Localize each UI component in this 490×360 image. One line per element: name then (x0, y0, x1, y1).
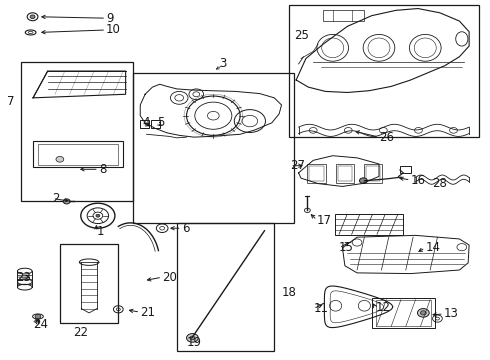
Text: 8: 8 (99, 163, 106, 176)
Bar (364, 164, 382, 183)
Bar (309, 166, 324, 181)
Circle shape (360, 178, 368, 184)
Text: 13: 13 (444, 307, 459, 320)
Bar (60, 244, 118, 323)
Text: 27: 27 (290, 159, 305, 172)
Text: 20: 20 (162, 271, 177, 284)
Text: 19: 19 (187, 336, 201, 349)
Bar (372, 298, 435, 328)
Bar (323, 10, 365, 21)
Text: 9: 9 (106, 12, 114, 25)
Bar (400, 166, 411, 173)
Text: 10: 10 (106, 23, 121, 36)
Text: 28: 28 (433, 177, 447, 190)
Circle shape (187, 334, 198, 342)
Text: 11: 11 (313, 302, 328, 315)
Circle shape (420, 311, 426, 315)
Text: 25: 25 (294, 29, 309, 42)
Circle shape (30, 15, 35, 18)
Circle shape (417, 309, 429, 317)
Circle shape (35, 314, 41, 319)
Circle shape (96, 214, 100, 217)
Text: 6: 6 (182, 222, 189, 235)
Text: 4: 4 (143, 116, 150, 129)
Text: 1: 1 (97, 225, 104, 238)
Bar (375, 300, 431, 327)
Bar (366, 166, 380, 181)
Bar (307, 164, 326, 183)
Circle shape (190, 336, 195, 340)
Text: 17: 17 (317, 213, 332, 226)
Text: 5: 5 (157, 116, 165, 129)
Bar (133, 73, 294, 223)
Bar (335, 214, 403, 235)
Text: 15: 15 (339, 241, 354, 255)
Text: 16: 16 (411, 174, 426, 186)
Text: 23: 23 (16, 271, 31, 284)
Bar (38, 144, 118, 165)
Text: 24: 24 (33, 318, 48, 331)
Text: 2: 2 (52, 192, 60, 205)
Text: 12: 12 (375, 301, 391, 314)
Bar (33, 141, 123, 167)
Text: 22: 22 (73, 326, 88, 339)
Text: 18: 18 (282, 286, 296, 299)
Text: 26: 26 (379, 131, 394, 144)
Bar (140, 120, 149, 128)
Bar (338, 166, 352, 181)
Text: 3: 3 (220, 57, 227, 71)
Bar (289, 5, 479, 137)
Bar (151, 120, 160, 128)
Bar (336, 164, 354, 183)
Bar (21, 62, 133, 202)
Text: 14: 14 (425, 241, 441, 255)
Circle shape (56, 157, 64, 162)
Circle shape (63, 199, 70, 204)
Text: 7: 7 (7, 95, 15, 108)
Bar (177, 223, 274, 351)
Text: 21: 21 (140, 306, 155, 319)
